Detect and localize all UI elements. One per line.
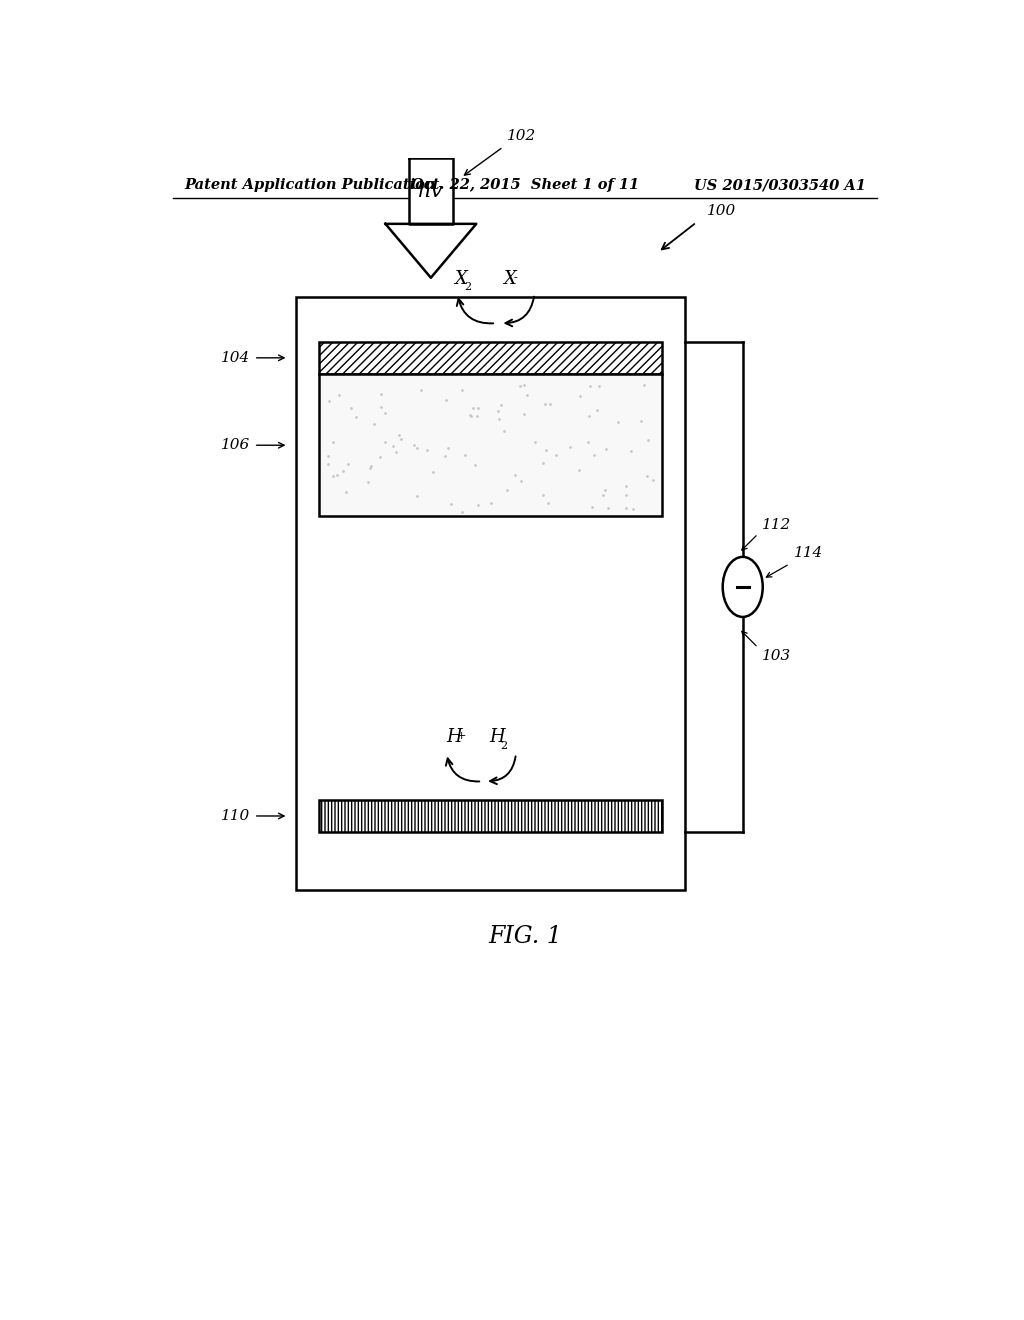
Text: 106: 106 xyxy=(220,438,250,453)
Text: -: - xyxy=(514,273,517,284)
Bar xyxy=(319,800,662,832)
Text: H: H xyxy=(446,727,463,746)
Text: Oct. 22, 2015  Sheet 1 of 11: Oct. 22, 2015 Sheet 1 of 11 xyxy=(411,178,639,193)
Text: +: + xyxy=(457,731,466,742)
Text: hv: hv xyxy=(418,182,443,201)
Text: 112: 112 xyxy=(762,519,792,532)
Bar xyxy=(319,374,662,516)
Text: 114: 114 xyxy=(794,546,822,560)
Text: H: H xyxy=(489,727,506,746)
Text: 102: 102 xyxy=(507,129,537,143)
Polygon shape xyxy=(385,224,476,277)
Text: 2: 2 xyxy=(500,741,507,751)
Text: 110: 110 xyxy=(220,809,250,822)
Bar xyxy=(296,297,685,890)
Text: FIG. 1: FIG. 1 xyxy=(487,924,562,948)
Text: 104: 104 xyxy=(220,351,250,364)
Ellipse shape xyxy=(723,557,763,616)
Text: US 2015/0303540 A1: US 2015/0303540 A1 xyxy=(694,178,866,193)
Text: 103: 103 xyxy=(762,649,792,663)
Bar xyxy=(319,342,662,374)
Text: 2: 2 xyxy=(464,282,471,293)
Text: 100: 100 xyxy=(707,203,736,218)
Text: X: X xyxy=(455,269,467,288)
Text: X: X xyxy=(504,269,516,288)
Polygon shape xyxy=(409,158,454,224)
Text: Patent Application Publication: Patent Application Publication xyxy=(184,178,436,193)
